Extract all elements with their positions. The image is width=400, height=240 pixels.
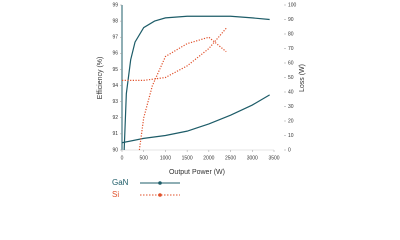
x-tick-label: 500 (140, 155, 149, 161)
y2-tick-label: 10 (288, 133, 294, 139)
y2-tick-label: 100 (288, 2, 297, 8)
legend-marker (158, 181, 162, 185)
series-line (123, 15, 270, 151)
series-line (122, 27, 227, 82)
y2-tick-label: 60 (288, 60, 294, 66)
y2-tick-label: 70 (288, 46, 294, 52)
series-line (138, 36, 227, 151)
x-tick-label: 1500 (182, 155, 193, 161)
y2-tick-label: 50 (288, 75, 294, 81)
y-tick-label: 92 (112, 115, 118, 121)
y-tick-label: 91 (112, 131, 118, 137)
legend-label: GaN (112, 178, 129, 187)
y-tick-label: 95 (112, 67, 118, 73)
y-tick-label: 96 (112, 51, 118, 57)
x-tick-label: 3000 (247, 155, 258, 161)
y2-tick-label: 90 (288, 17, 294, 23)
y-tick-label: 93 (112, 99, 118, 105)
x-tick-label: 1000 (160, 155, 171, 161)
y2-axis-label: Loss (W) (299, 64, 306, 92)
x-tick-label: 2000 (203, 155, 214, 161)
y-tick-label: 98 (112, 18, 118, 24)
x-tick-label: 3500 (268, 155, 279, 161)
y-tick-label: 99 (112, 2, 118, 8)
x-tick-label: 0 (121, 155, 124, 161)
y-tick-label: 97 (112, 35, 118, 41)
series-line (121, 94, 270, 144)
y2-tick-label: 20 (288, 118, 294, 124)
legend-marker (158, 193, 162, 197)
y2-tick-label: 30 (288, 104, 294, 110)
y-tick-label: 90 (112, 147, 118, 153)
chart: Output Power (W) Efficiency (%) Loss (W)… (97, 2, 306, 199)
x-tick-label: 2500 (225, 155, 236, 161)
x-axis-label: Output Power (W) (169, 169, 225, 176)
y2-tick-label: 80 (288, 31, 294, 37)
y2-tick-label: 40 (288, 89, 294, 95)
y2-tick-label: 0 (288, 147, 291, 153)
legend-label: Si (112, 190, 119, 199)
y-axis-label: Efficiency (%) (97, 57, 104, 100)
y-tick-label: 94 (112, 83, 118, 89)
